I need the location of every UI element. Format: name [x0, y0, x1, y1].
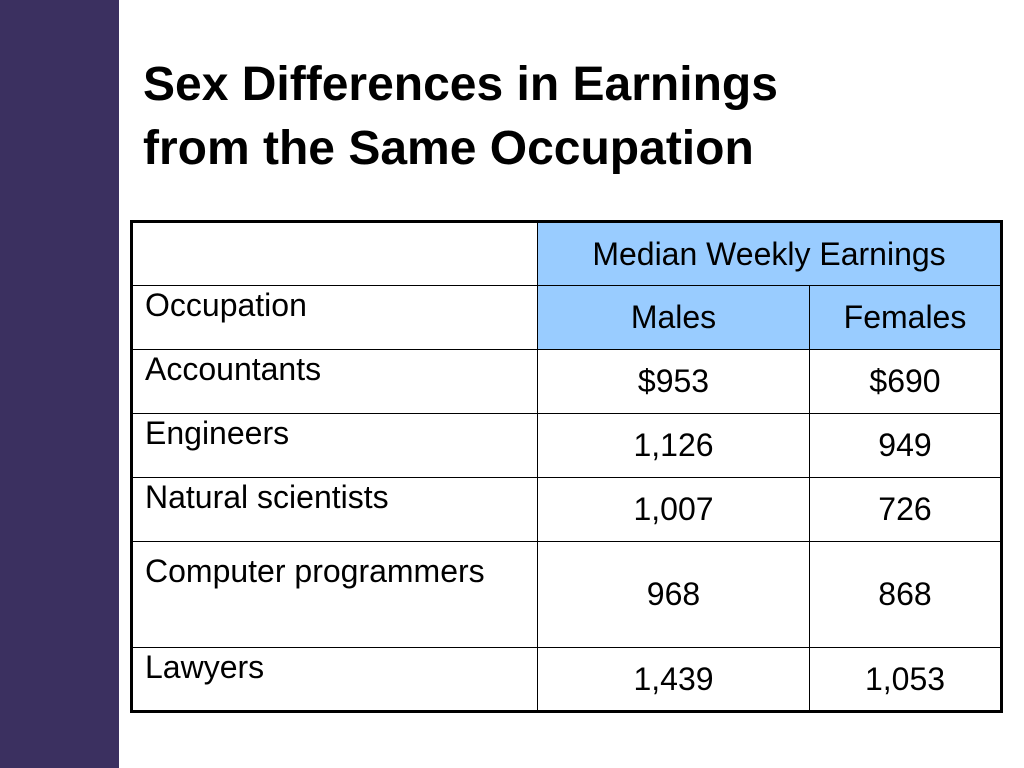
group-header-row: Median Weekly Earnings: [131, 221, 1002, 286]
table-row: Lawyers 1,439 1,053: [131, 647, 1002, 712]
title-line-2: from the Same Occupation: [143, 122, 754, 175]
column-header-row: Occupation Males Females: [131, 285, 1002, 350]
occupation-cell: Accountants: [131, 349, 538, 414]
males-earnings-cell: 968: [537, 541, 810, 648]
males-earnings-cell: 1,126: [537, 413, 810, 478]
title-line-1: Sex Differences in Earnings: [143, 58, 778, 111]
occupation-header: Occupation: [131, 285, 538, 350]
table-row: Engineers 1,126 949: [131, 413, 1002, 478]
males-header: Males: [537, 285, 810, 350]
females-earnings-cell: 1,053: [809, 647, 1002, 712]
males-earnings-cell: 1,007: [537, 477, 810, 542]
occupation-cell: Engineers: [131, 413, 538, 478]
males-earnings-cell: $953: [537, 349, 810, 414]
females-header: Females: [809, 285, 1002, 350]
females-earnings-cell: 726: [809, 477, 1002, 542]
slide-title: Sex Differences in Earnings from the Sam…: [143, 53, 1003, 181]
side-accent-bar: [0, 0, 119, 768]
median-weekly-earnings-header: Median Weekly Earnings: [537, 221, 1002, 286]
table-row: Accountants $953 $690: [131, 349, 1002, 414]
females-earnings-cell: 868: [809, 541, 1002, 648]
earnings-table: Median Weekly Earnings Occupation Males …: [130, 220, 1003, 713]
females-earnings-cell: $690: [809, 349, 1002, 414]
occupation-cell: Natural scientists: [131, 477, 538, 542]
females-earnings-cell: 949: [809, 413, 1002, 478]
empty-corner-cell: [131, 221, 538, 286]
table-row: Natural scientists 1,007 726: [131, 477, 1002, 542]
occupation-cell: Computer programmers: [131, 541, 538, 648]
occupation-cell: Lawyers: [131, 647, 538, 712]
table-row: Computer programmers 968 868: [131, 541, 1002, 648]
males-earnings-cell: 1,439: [537, 647, 810, 712]
